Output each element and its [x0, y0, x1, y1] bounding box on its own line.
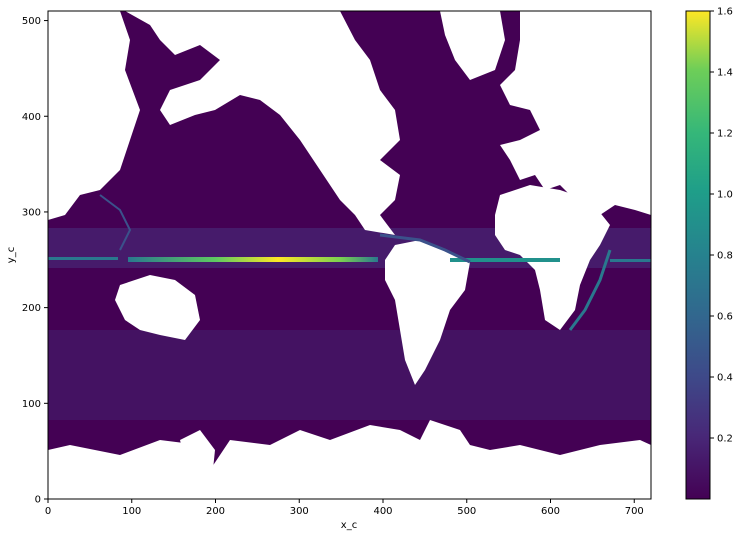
- colorbar-tick-label: 1.2: [717, 129, 733, 140]
- colorbar-ticks: 0.2 0.4 0.6 0.8 1.0 1.2 1.4 1.6: [710, 7, 733, 445]
- x-tick-label: 700: [625, 506, 644, 517]
- colorbar-tick-label: 0.6: [717, 312, 733, 323]
- colorbar-gradient: [685, 10, 711, 500]
- y-tick-label: 0: [35, 495, 41, 506]
- x-tick-label: 200: [206, 506, 225, 517]
- land-south-tip: [180, 430, 215, 499]
- coastal-highlight-west-africa: [379, 233, 471, 264]
- x-tick-label: 500: [457, 506, 476, 517]
- colorbar-tick-label: 0.8: [717, 251, 733, 262]
- land-australia: [115, 275, 200, 340]
- y-tick-label: 500: [22, 16, 41, 27]
- land-southwest: [48, 452, 75, 499]
- x-tick-label: 600: [541, 506, 560, 517]
- colorbar-tick-label: 1.6: [717, 7, 733, 18]
- equatorial-indian-band-west: [48, 257, 118, 260]
- x-axis-label: x_c: [341, 520, 357, 531]
- y-tick-label: 100: [22, 399, 41, 410]
- y-axis-ticks: 0 100 200 300 400 500: [22, 16, 48, 506]
- land-africa: [495, 185, 610, 330]
- equatorial-atlantic-band: [450, 258, 560, 262]
- x-axis-ticks: 0 100 200 300 400 500 600 700: [45, 499, 644, 517]
- x-tick-label: 0: [45, 506, 51, 517]
- colorbar-tick-label: 1.0: [717, 190, 733, 201]
- y-tick-label: 200: [22, 303, 41, 314]
- colorbar-tick-label: 1.4: [717, 68, 733, 79]
- colorbar: 0.2 0.4 0.6 0.8 1.0 1.2 1.4 1.6: [685, 7, 733, 500]
- plot-frame: [47, 10, 652, 500]
- land-north-america: [125, 11, 400, 235]
- y-axis-label: y_c: [6, 247, 17, 263]
- x-tick-label: 400: [373, 506, 392, 517]
- land-masses: [48, 11, 651, 499]
- x-tick-label: 300: [290, 506, 309, 517]
- x-tick-label: 100: [122, 506, 141, 517]
- colorbar-tick-label: 0.4: [717, 373, 733, 384]
- y-tick-label: 300: [22, 207, 41, 218]
- land-greenland: [440, 11, 505, 80]
- land-south-america: [385, 240, 470, 385]
- plot-area: [48, 11, 651, 499]
- land-eurasia: [500, 11, 651, 215]
- southern-shading: [48, 330, 651, 420]
- coastal-highlight-west-pacific: [99, 194, 132, 251]
- colorbar-tick-label: 0.2: [717, 434, 733, 445]
- equatorial-pacific-band: [128, 257, 378, 262]
- y-tick-label: 400: [22, 112, 41, 123]
- coastal-highlight-east-africa: [568, 249, 612, 331]
- land-asia-west: [48, 11, 140, 220]
- equatorial-indian-band-east: [610, 259, 651, 262]
